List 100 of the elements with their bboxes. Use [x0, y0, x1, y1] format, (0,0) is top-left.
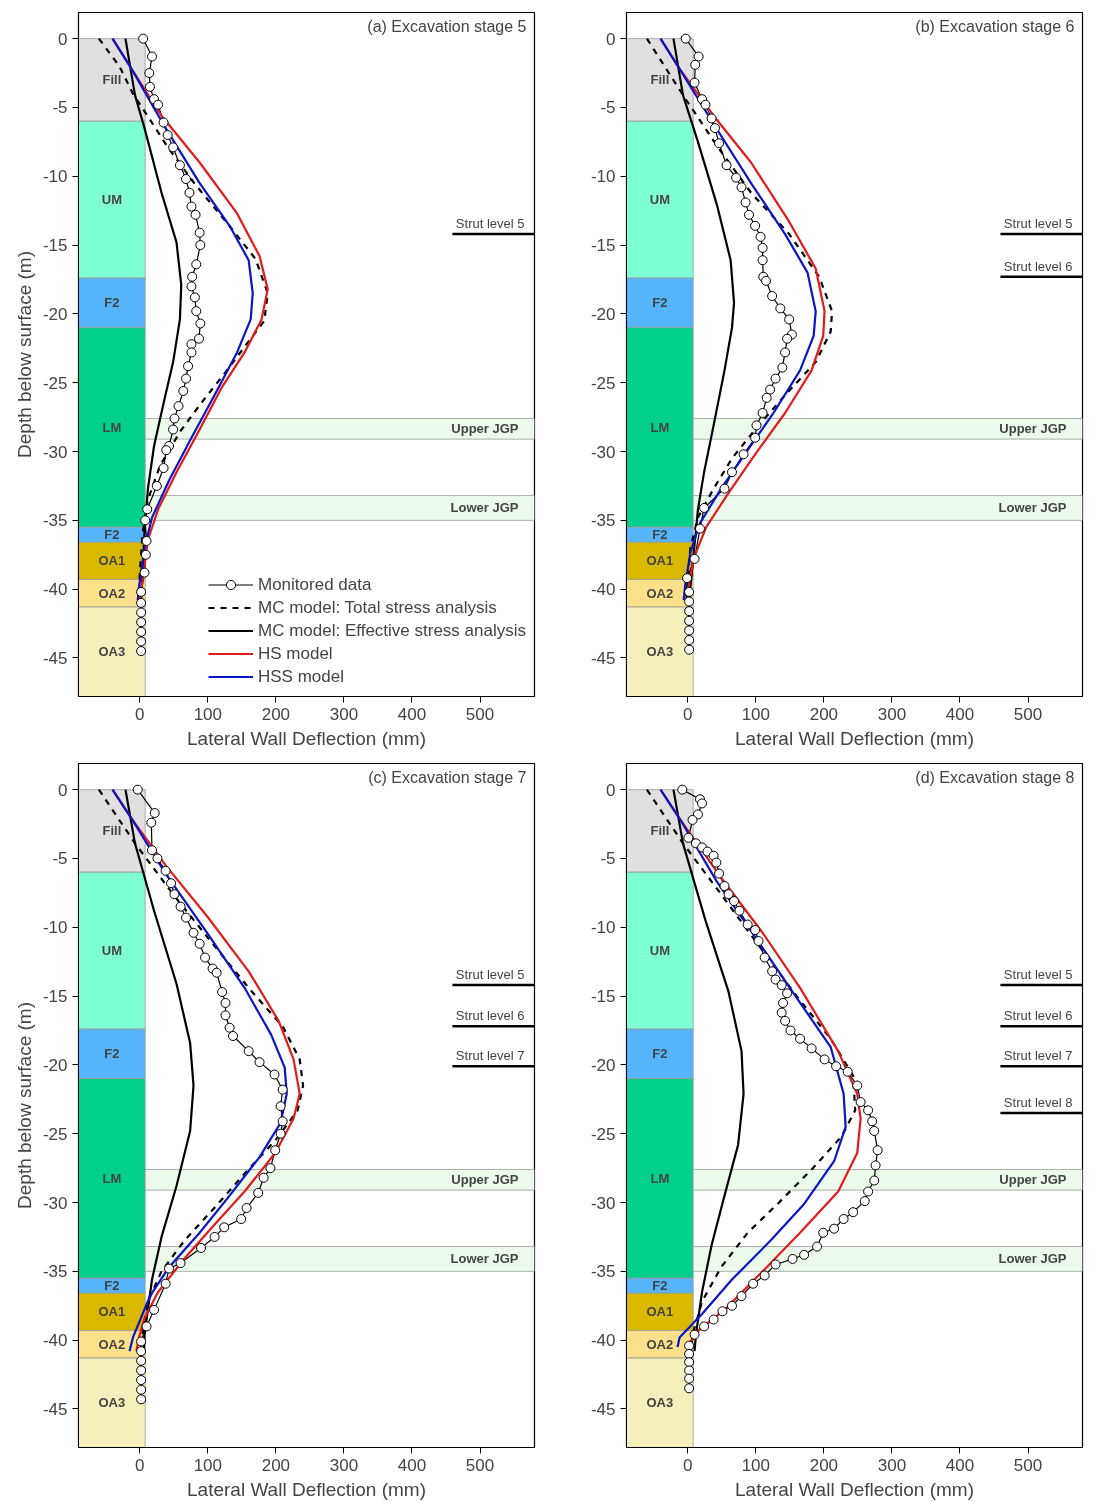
- band-label: Lower JGP: [998, 500, 1067, 516]
- band-label: Fill: [102, 823, 122, 839]
- band-label: F2: [652, 1278, 668, 1294]
- chart-title: (c) Excavation stage 7: [368, 768, 527, 786]
- band-label: Fill: [650, 72, 670, 88]
- y-tick-label: -25: [42, 373, 68, 393]
- y-tick-label: -30: [590, 442, 616, 462]
- band-label: UM: [101, 943, 122, 959]
- y-tick-label: -10: [42, 167, 68, 187]
- band-label: F2: [652, 527, 668, 543]
- band-label: F2: [104, 1278, 120, 1294]
- ref-line-label: Strut level 5: [455, 967, 525, 983]
- band-label: Fill: [102, 72, 122, 88]
- x-tick-label: 500: [1013, 1455, 1043, 1475]
- x-tick-label: 0: [683, 704, 693, 724]
- legend-label: MC model: Total stress analysis: [258, 596, 497, 619]
- x-tick-label: 400: [397, 704, 427, 724]
- y-tick-label: -5: [52, 98, 68, 118]
- x-tick-label: 400: [945, 1455, 975, 1475]
- band-label: Lower JGP: [998, 1251, 1067, 1267]
- ref-line-label: Strut level 5: [1003, 216, 1073, 232]
- x-tick-label: 300: [329, 704, 359, 724]
- ref-line-label: Strut level 6: [1003, 1008, 1073, 1024]
- y-tick-label: 0: [606, 780, 616, 800]
- band-label: OA2: [98, 1336, 126, 1352]
- x-tick-label: 200: [261, 704, 291, 724]
- band-label: LM: [102, 419, 122, 435]
- chart-title: (b) Excavation stage 6: [915, 17, 1075, 35]
- y-tick-label: -5: [52, 849, 68, 869]
- ref-line-label: Strut level 5: [455, 216, 525, 232]
- band-label: F2: [104, 295, 120, 311]
- x-tick-label: 200: [809, 1455, 839, 1475]
- x-tick-label: 400: [945, 704, 975, 724]
- y-tick-label: -5: [600, 98, 616, 118]
- legend-label: HS model: [258, 642, 333, 665]
- y-tick-label: -20: [42, 1055, 68, 1075]
- x-axis-title: Lateral Wall Deflection (mm): [187, 727, 426, 749]
- y-tick-label: -15: [42, 236, 68, 256]
- y-tick-label: -35: [42, 1262, 68, 1282]
- band-label: OA3: [646, 644, 674, 660]
- band-label: Upper JGP: [451, 1172, 519, 1188]
- y-tick-label: -45: [42, 1399, 68, 1419]
- x-tick-label: 200: [809, 704, 839, 724]
- legend-label: HSS model: [258, 665, 344, 688]
- band-label: OA2: [646, 585, 674, 601]
- x-tick-label: 0: [135, 704, 145, 724]
- x-tick-label: 300: [877, 704, 907, 724]
- chart-title: (a) Excavation stage 5: [367, 17, 527, 35]
- band-label: Upper JGP: [999, 421, 1067, 437]
- band-label: F2: [652, 295, 668, 311]
- y-tick-label: -40: [590, 580, 616, 600]
- y-tick-label: -45: [590, 648, 616, 668]
- x-tick-label: 0: [135, 1455, 145, 1475]
- x-tick-label: 500: [465, 1455, 495, 1475]
- x-tick-label: 0: [683, 1455, 693, 1475]
- x-tick-label: 100: [193, 704, 223, 724]
- y-tick-label: -20: [590, 304, 616, 324]
- band-label: Fill: [650, 823, 670, 839]
- y-tick-label: -40: [590, 1331, 616, 1351]
- y-tick-label: 0: [606, 29, 616, 49]
- y-tick-label: -10: [590, 167, 616, 187]
- band-label: F2: [652, 1046, 668, 1062]
- x-tick-label: 400: [397, 1455, 427, 1475]
- chart-title: (d) Excavation stage 8: [915, 768, 1075, 786]
- y-tick-label: -40: [42, 1331, 68, 1351]
- y-tick-label: -25: [42, 1124, 68, 1144]
- band-label: OA1: [646, 553, 674, 569]
- band-label: UM: [649, 192, 670, 208]
- band-label: LM: [102, 1170, 122, 1186]
- ref-line-label: Strut level 6: [455, 1008, 525, 1024]
- band-label: OA1: [98, 553, 126, 569]
- x-axis-title: Lateral Wall Deflection (mm): [187, 1478, 426, 1500]
- y-tick-label: -30: [590, 1193, 616, 1213]
- y-tick-label: -45: [42, 648, 68, 668]
- band-label: OA3: [646, 1395, 674, 1411]
- x-tick-label: 200: [261, 1455, 291, 1475]
- band-label: OA3: [98, 644, 126, 660]
- y-tick-label: 0: [58, 29, 68, 49]
- band-label: OA1: [98, 1304, 126, 1320]
- legend-label: Monitored data: [258, 573, 372, 596]
- band-label: UM: [101, 192, 122, 208]
- y-tick-label: -15: [590, 987, 616, 1007]
- band-label: OA2: [646, 1336, 674, 1352]
- x-tick-label: 100: [193, 1455, 223, 1475]
- legend-label: MC model: Effective stress analysis: [258, 619, 526, 642]
- y-tick-label: -45: [590, 1399, 616, 1419]
- band-label: LM: [650, 419, 670, 435]
- x-tick-label: 500: [1013, 704, 1043, 724]
- band-label: Upper JGP: [999, 1172, 1067, 1188]
- y-tick-label: -20: [590, 1055, 616, 1075]
- x-tick-label: 300: [877, 1455, 907, 1475]
- band-label: F2: [104, 527, 120, 543]
- ref-line-label: Strut level 8: [1003, 1095, 1073, 1111]
- y-tick-label: -25: [590, 373, 616, 393]
- x-tick-label: 100: [741, 704, 771, 724]
- y-tick-label: -20: [42, 304, 68, 324]
- ref-line-label: Strut level 6: [1003, 258, 1073, 274]
- y-tick-label: -25: [590, 1124, 616, 1144]
- y-tick-label: -40: [42, 580, 68, 600]
- y-tick-label: -10: [42, 918, 68, 938]
